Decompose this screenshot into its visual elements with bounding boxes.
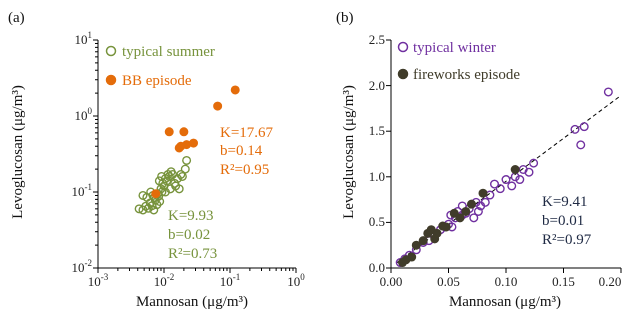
annot-winter-k: K=9.41	[542, 194, 588, 210]
point-typical-summer	[174, 184, 184, 194]
point-typical-summer	[180, 164, 190, 174]
legend-label-bb-episode: BB episode	[122, 73, 192, 89]
panel-b-xtick: 0.10	[495, 274, 518, 289]
point-typical-winter	[507, 181, 517, 191]
legend-label-typical-winter: typical winter	[413, 40, 496, 56]
point-fireworks-episode	[455, 213, 465, 223]
panel-b-ytick: 2.0	[369, 78, 385, 93]
point-fireworks-episode	[461, 206, 471, 216]
point-typical-summer	[165, 184, 175, 194]
panel-a-x-ticks: 10-3 10-2 10-1 100	[88, 272, 306, 289]
point-fireworks-episode	[449, 208, 459, 218]
point-bb-episode	[189, 138, 199, 148]
panel-a-label: (a)	[8, 10, 25, 26]
annot-winter-b: b=0.01	[542, 213, 584, 229]
point-bb-episode	[151, 189, 161, 199]
panel-a-y-ticks: 10-2 10-1 100 101	[72, 30, 93, 275]
point-typical-summer	[177, 171, 187, 181]
point-fireworks-episode	[418, 236, 428, 246]
panel-a: (a) Levoglucosan (μg/m³) Mannosan (μg/m³…	[8, 10, 305, 310]
panel-b-ytick: 1.0	[369, 169, 385, 184]
legend-label-fireworks-episode: fireworks episode	[413, 67, 520, 83]
panel-b-points	[395, 87, 613, 268]
panel-b-label: (b)	[336, 10, 354, 26]
point-typical-winter	[495, 184, 505, 194]
point-typical-winter	[529, 158, 539, 168]
panel-b-xlabel: Mannosan (μg/m³)	[449, 294, 561, 310]
point-typical-summer	[157, 171, 167, 181]
panel-a-xtick: 10-1	[220, 272, 241, 289]
panel-b-y-ticks: 0.0 0.5 1.0 1.5 2.0 2.5	[369, 32, 385, 275]
point-typical-summer	[154, 176, 164, 186]
point-bb-episode	[164, 127, 174, 137]
point-bb-episode	[213, 101, 223, 111]
point-typical-winter	[490, 179, 500, 189]
panel-b-ytick: 1.5	[369, 123, 385, 138]
panel-b-xtick: 0.20	[599, 274, 622, 289]
panel-b-xtick: 0.00	[380, 274, 403, 289]
panel-a-ylabel: Levoglucosan (μg/m³)	[10, 85, 26, 219]
point-typical-winter	[603, 87, 613, 97]
panel-b-xtick: 0.05	[437, 274, 460, 289]
panel-a-ytick: 10-1	[72, 182, 93, 199]
annot-winter-r2: R²=0.97	[542, 232, 592, 248]
point-typical-winter	[501, 175, 511, 185]
panel-b-ytick: 0.0	[369, 260, 385, 275]
panel-b-ytick: 2.5	[369, 32, 385, 47]
annot-summer-r2: R²=0.73	[168, 246, 217, 262]
panel-b-ylabel: Levoglucosan (μg/m³)	[341, 85, 357, 219]
point-typical-summer	[176, 169, 186, 179]
panel-b-annotation: K=9.41 b=0.01 R²=0.97	[542, 194, 592, 248]
point-fireworks-episode	[411, 240, 421, 250]
panel-b: (b) Levoglucosan (μg/m³) Mannosan (μg/m³…	[336, 10, 622, 310]
point-typical-summer	[182, 155, 192, 165]
point-typical-winter	[579, 122, 589, 132]
point-typical-summer	[155, 196, 165, 206]
point-typical-winter	[524, 167, 534, 177]
panel-b-xtick: 0.15	[552, 274, 575, 289]
point-typical-winter	[480, 197, 490, 207]
panel-b-x-ticks: 0.00 0.05 0.10 0.15 0.20	[380, 274, 622, 289]
point-fireworks-episode	[441, 222, 451, 232]
point-fireworks-episode	[467, 199, 477, 209]
panel-a-tick-marks	[93, 39, 297, 273]
panel-a-xtick: 10-2	[154, 272, 175, 289]
point-typical-winter	[473, 206, 483, 216]
point-typical-winter	[570, 124, 580, 134]
panel-a-annotation-summer: K=9.93 b=0.02 R²=0.73	[168, 208, 217, 262]
panel-a-ytick: 101	[75, 30, 93, 47]
panel-a-legend: typical summer BB episode	[105, 44, 215, 89]
point-bb-episode	[179, 127, 189, 137]
panel-a-points	[134, 85, 240, 215]
legend-marker-bb-episode	[105, 74, 117, 86]
point-fireworks-episode	[510, 164, 520, 174]
panel-a-xlabel: Mannosan (μg/m³)	[136, 294, 248, 310]
panel-a-ytick: 10-2	[72, 258, 93, 275]
legend-marker-fireworks-episode	[397, 68, 409, 80]
point-fireworks-episode	[432, 228, 442, 238]
legend-marker-typical-winter	[397, 41, 409, 53]
point-fireworks-episode	[478, 188, 488, 198]
panel-a-ytick: 100	[75, 106, 93, 123]
annot-summer-b: b=0.02	[168, 227, 210, 243]
annot-bb-k: K=17.67	[220, 125, 274, 141]
annot-bb-r2: R²=0.95	[220, 162, 269, 178]
point-typical-winter	[576, 140, 586, 150]
panel-a-xtick: 100	[287, 272, 305, 289]
point-bb-episode	[230, 85, 240, 95]
panel-a-annotation-bb: K=17.67 b=0.14 R²=0.95	[220, 125, 274, 178]
panel-b-tick-marks	[386, 39, 622, 273]
panel-b-ytick: 0.5	[369, 214, 385, 229]
annot-summer-k: K=9.93	[168, 208, 214, 224]
annot-bb-b: b=0.14	[220, 143, 263, 159]
point-typical-winter	[515, 175, 525, 185]
panel-a-xtick: 10-3	[88, 272, 109, 289]
point-typical-winter	[469, 213, 479, 223]
legend-marker-typical-summer	[105, 45, 117, 57]
point-fireworks-episode	[407, 252, 417, 262]
panel-b-legend: typical winter fireworks episode	[397, 40, 520, 83]
legend-label-typical-summer: typical summer	[122, 44, 215, 60]
